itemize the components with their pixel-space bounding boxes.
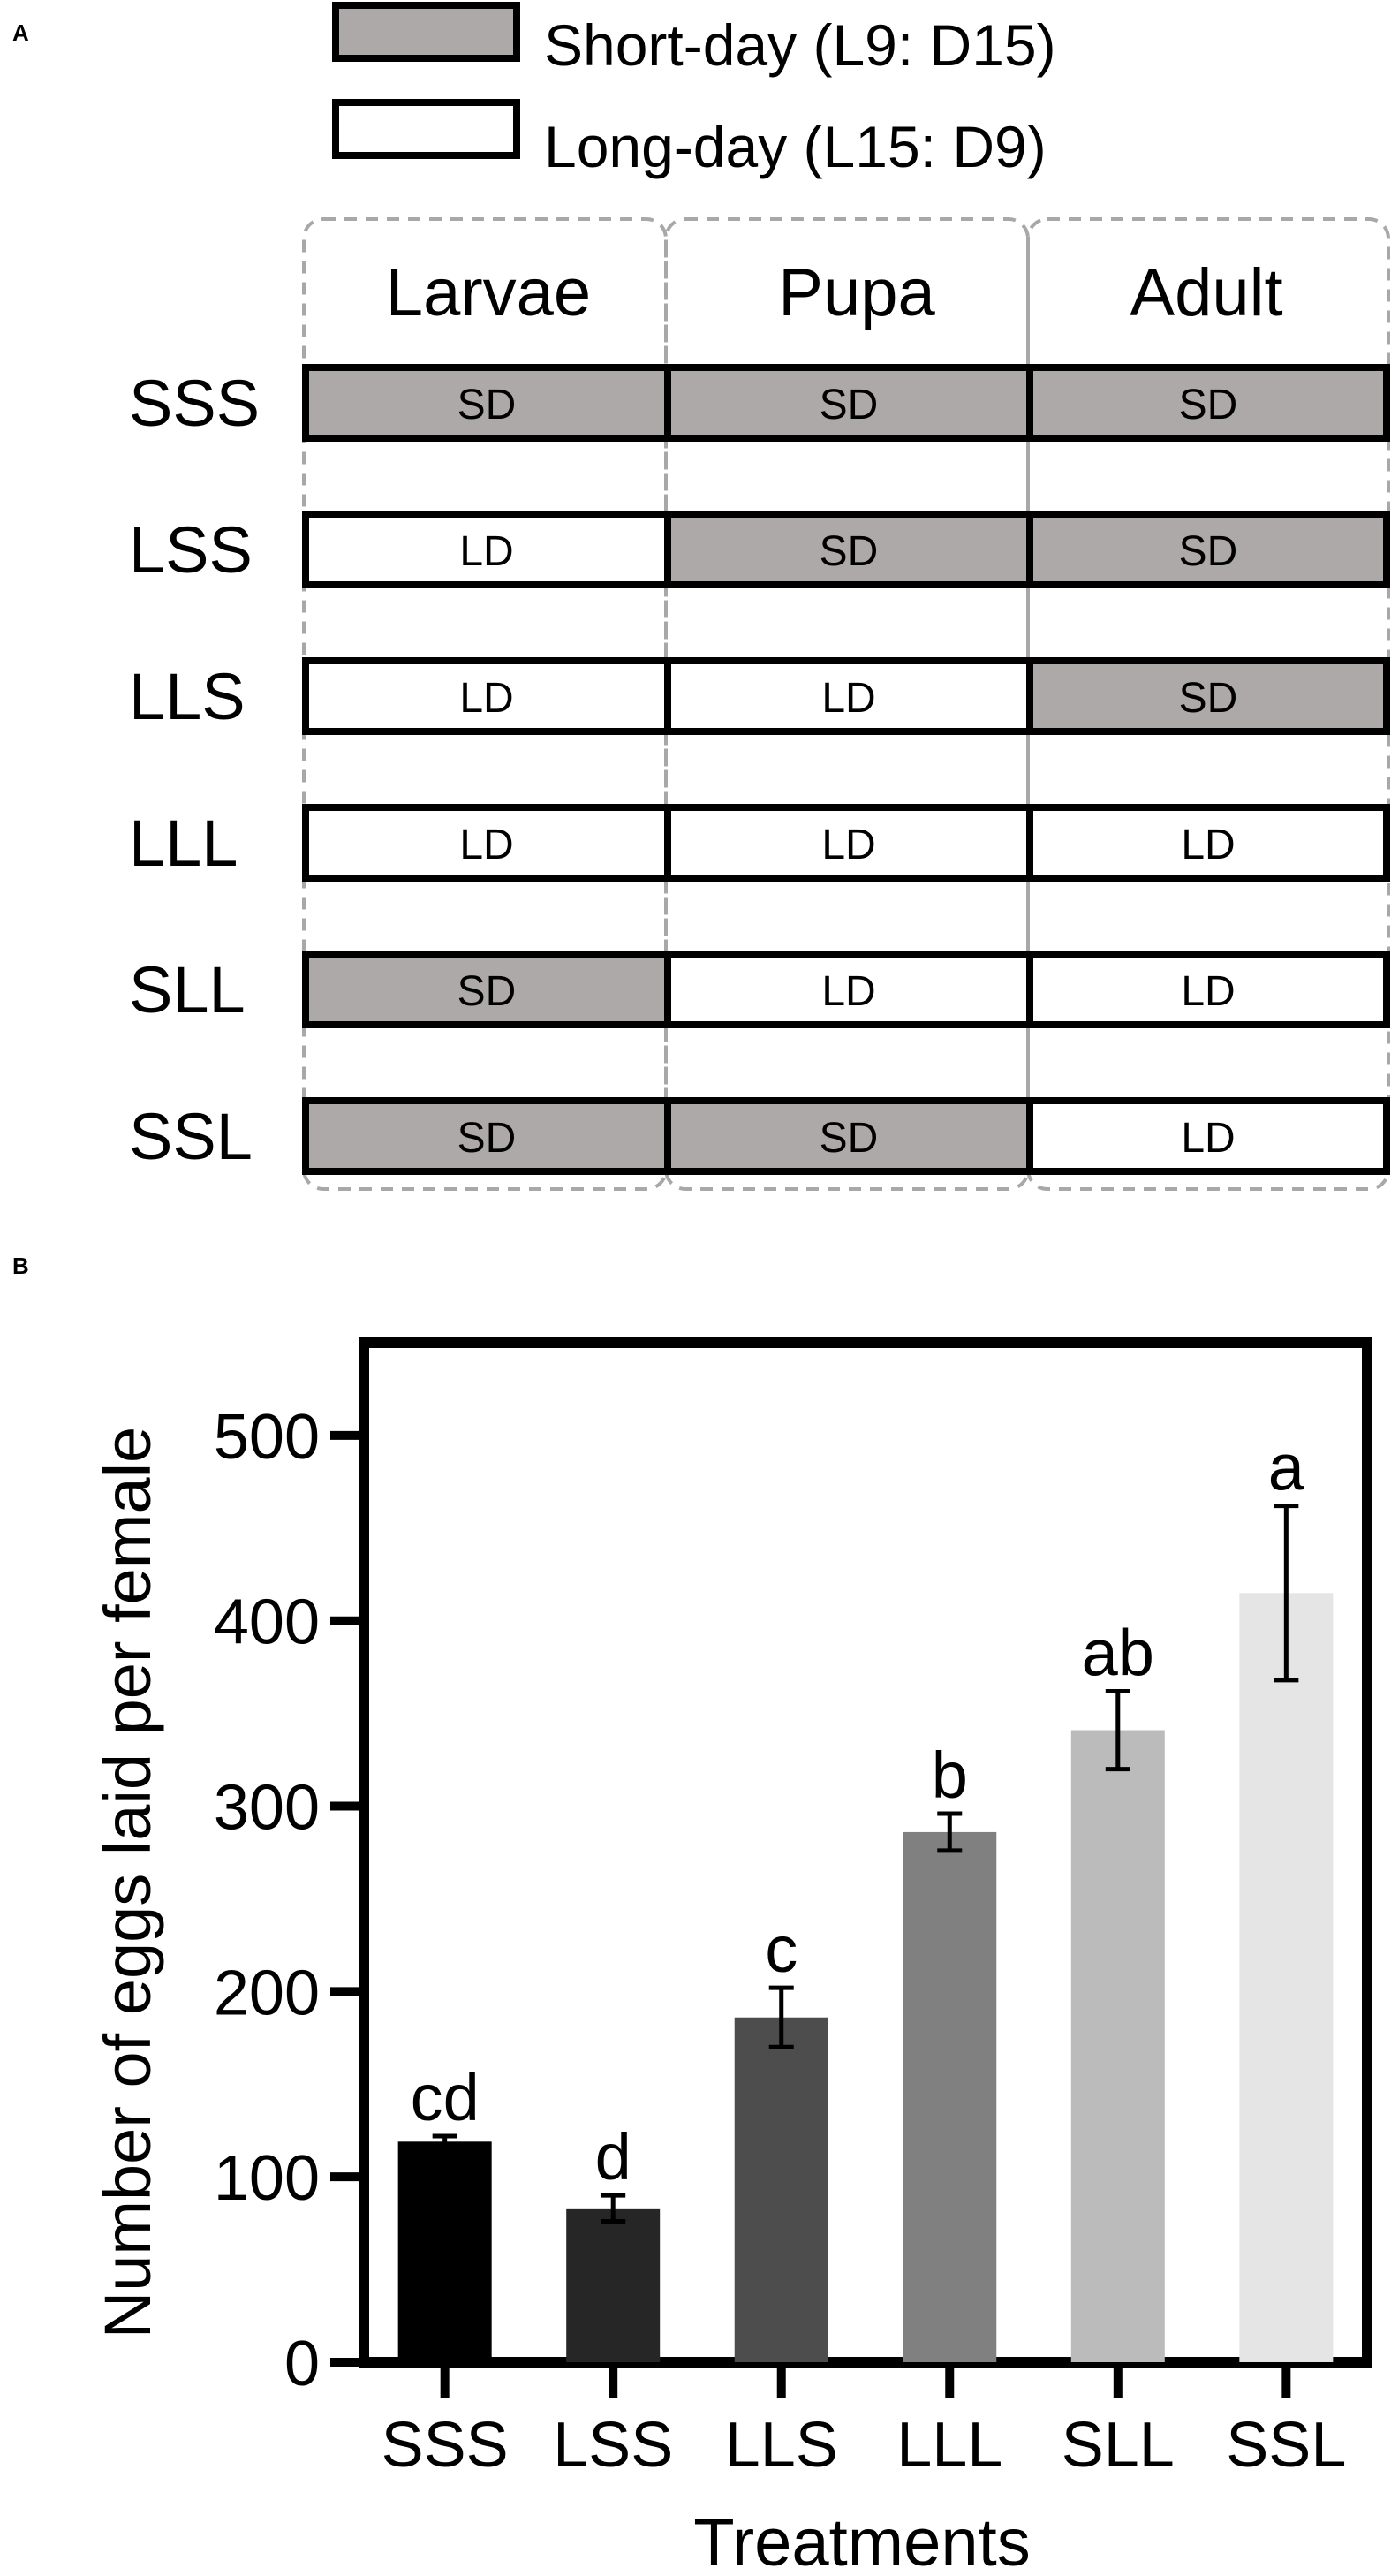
legend-label-short-day: Short-day (L9: D15) <box>544 12 1056 78</box>
schedule-cell-label: LD <box>1181 1115 1235 1162</box>
bar-lss <box>566 2208 661 2362</box>
schedule-cell <box>1026 951 1390 1028</box>
y-tick-label: 400 <box>214 1587 320 1658</box>
schedule-row-label: SLL <box>129 953 246 1027</box>
schedule-cell-label: SD <box>457 1115 517 1162</box>
significance-letter: c <box>765 1913 798 1986</box>
schedule-cell <box>664 951 1033 1028</box>
schedule-cell <box>302 364 671 442</box>
schedule-cell <box>1026 804 1390 882</box>
x-axis-label: Treatments <box>693 2505 1031 2576</box>
y-tick-label: 0 <box>284 2329 320 2399</box>
x-tick-label: SSL <box>1226 2410 1346 2481</box>
x-tick-label: LLL <box>896 2410 1002 2481</box>
significance-letter: cd <box>411 2061 480 2134</box>
plot-frame <box>359 1337 1372 2368</box>
significance-letter: ab <box>1082 1616 1154 1689</box>
schedule-cell-label: LD <box>459 675 513 722</box>
schedule-cell-label: LD <box>821 968 875 1015</box>
bar-lls <box>734 2017 828 2362</box>
schedule-cell-label: LD <box>1181 968 1235 1015</box>
y-tick-label: 500 <box>214 1402 320 1473</box>
stage-header-larvae: Larvae <box>386 255 591 330</box>
schedule-cell <box>1026 657 1390 735</box>
panel-a-label: A <box>12 19 29 46</box>
schedule-cell-label: SD <box>1179 382 1238 428</box>
schedule-cell <box>1026 1097 1390 1175</box>
bar-chart: 0 100 200 300 400 500 Number of eggs laid per … <box>91 1337 1372 2576</box>
y-tick-label: 100 <box>214 2143 320 2214</box>
schedule-cell-label: LD <box>459 822 513 868</box>
schedule-cell-label: SD <box>820 1115 879 1162</box>
schedule-row-label: SSL <box>129 1100 253 1173</box>
legend-label-long-day: Long-day (L15: D9) <box>544 114 1047 179</box>
bar-ssl <box>1239 1593 1334 2362</box>
schedule-cell-label: LD <box>459 528 513 575</box>
schedule-cell-label: SD <box>1179 528 1238 575</box>
schedule-row-label: SSS <box>129 367 260 440</box>
x-tick-label: SLL <box>1062 2410 1175 2481</box>
panel-b-label: B <box>12 1253 29 1279</box>
x-tick-label: SSS <box>382 2410 509 2481</box>
schedule-row-label: LSS <box>129 513 253 587</box>
schedule-cell-label: LD <box>1181 822 1235 868</box>
schedule-cell-label: SD <box>820 528 879 575</box>
stage-header-adult: Adult <box>1130 255 1282 330</box>
schedule-cell <box>664 804 1033 882</box>
x-tick-label: LLS <box>725 2410 838 2481</box>
schedule-cell-label: LD <box>821 675 875 722</box>
schedule-cell <box>1026 364 1390 442</box>
schedule-cell-label: LD <box>821 822 875 868</box>
significance-letter: b <box>932 1739 968 1812</box>
legend-swatch-short-day <box>332 2 520 62</box>
schedule-cell <box>664 511 1033 588</box>
schedule-cell <box>1026 511 1390 588</box>
schedule-cell-label: SD <box>457 382 517 428</box>
schedule-row-label: LLL <box>129 807 238 880</box>
legend-swatch-long-day <box>332 99 520 159</box>
schedule-cell <box>302 804 671 882</box>
x-tick-label: LSS <box>553 2410 673 2481</box>
y-tick-label: 200 <box>214 1958 320 2028</box>
y-axis-label: Number of eggs laid per female <box>91 1427 164 2338</box>
schedule-cell <box>664 657 1033 735</box>
legend: Short-day (L9: D15) Long-day (L15: D9) <box>332 2 1056 179</box>
schedule-cell <box>664 1097 1033 1175</box>
y-tick-label: 300 <box>214 1773 320 1844</box>
schedule-grid: Larvae Pupa Adult SSS SD SD SD LSS LD SD SD LLS LD LD… <box>129 255 1390 1175</box>
bar-lll <box>903 1831 997 2362</box>
schedule-cell <box>302 657 671 735</box>
schedule-row-label: LLS <box>129 660 246 733</box>
significance-letter: a <box>1268 1431 1305 1504</box>
bar-sll <box>1070 1730 1165 2362</box>
schedule-cell-label: SD <box>457 968 517 1015</box>
significance-letter: d <box>595 2120 631 2193</box>
schedule-cell-label: SD <box>820 382 879 428</box>
bar-sss <box>397 2141 492 2362</box>
schedule-cell-label: SD <box>1179 675 1238 722</box>
stage-header-pupa: Pupa <box>778 255 935 330</box>
